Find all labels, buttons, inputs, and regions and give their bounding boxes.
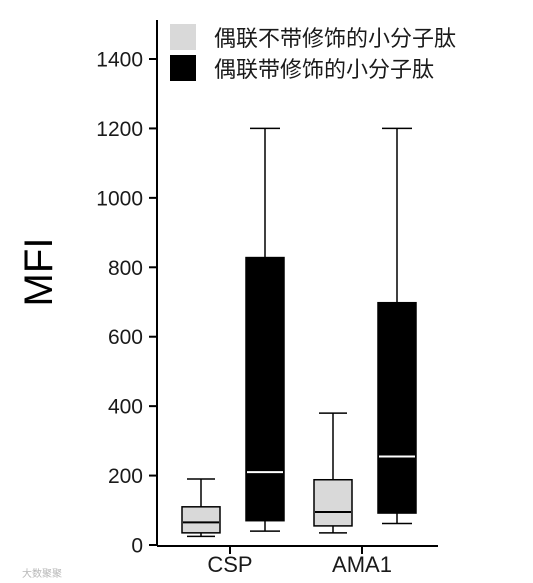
box-body (313, 478, 353, 527)
box-body (181, 506, 221, 534)
legend-swatch (170, 55, 196, 81)
y-axis-label: MFI (17, 238, 61, 307)
x-tick-label: CSP (207, 552, 252, 577)
box-body (377, 301, 417, 514)
legend-label: 偶联不带修饰的小分子肽 (214, 27, 456, 52)
axes: 0 200 400 600 800 1000 1200 1400 CSP AMA1 (96, 20, 438, 577)
box-csp-1 (181, 478, 221, 538)
watermark: 大数聚聚 (22, 567, 62, 580)
y-tick-label: 600 (108, 326, 143, 349)
y-tick-label: 1400 (96, 49, 143, 72)
box-ama1-2 (377, 127, 417, 525)
legend-label: 偶联带修饰的小分子肽 (214, 58, 434, 83)
box-body (245, 256, 285, 522)
y-tick-label: 800 (108, 257, 143, 280)
legend-swatch (170, 24, 196, 50)
y-tick-label: 1000 (96, 187, 143, 210)
y-tick-label: 400 (108, 396, 143, 419)
y-tick-label: 0 (131, 535, 143, 558)
x-tick-label: AMA1 (332, 552, 392, 577)
y-tick-label: 200 (108, 465, 143, 488)
y-tick-label: 1200 (96, 118, 143, 141)
box-ama1-1 (313, 412, 353, 534)
box-csp-2 (245, 127, 285, 532)
boxes (181, 127, 417, 538)
